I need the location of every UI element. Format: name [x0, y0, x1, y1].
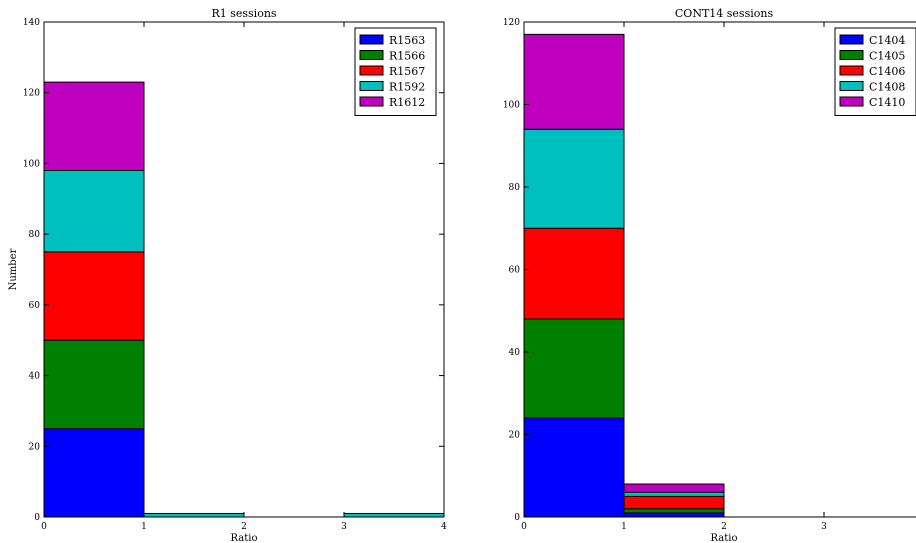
bar-segment: [143, 512, 245, 518]
bar-segment: [43, 339, 145, 430]
y-tick-label: 20: [509, 431, 521, 441]
legend-swatch: [839, 65, 864, 76]
x-tick-label: 4: [441, 522, 447, 532]
y-tick-label: 20: [29, 442, 41, 452]
bar-segment: [523, 128, 625, 229]
legend-label: R1567: [389, 65, 425, 78]
bar-segment: [623, 491, 725, 497]
x-tick-label: 3: [821, 522, 827, 532]
bar-segment: [623, 495, 725, 510]
x-tick-label: 3: [341, 522, 347, 532]
y-axis-label: Number: [8, 248, 19, 290]
legend-swatch: [359, 81, 384, 91]
legend-swatch: [839, 81, 864, 91]
legend-swatch: [359, 50, 384, 60]
x-tick-label: 2: [721, 522, 727, 532]
y-tick-label: 40: [509, 348, 521, 358]
bar-segment: [523, 417, 625, 518]
bar-segment: [43, 81, 145, 171]
x-tick-label: 1: [141, 522, 147, 532]
bar-segment: [43, 170, 145, 253]
x-tick-label: 0: [41, 522, 47, 532]
x-axis-label: Ratio: [711, 533, 738, 543]
legend-label: R1612: [389, 96, 425, 109]
chart-title: R1 sessions: [211, 7, 276, 20]
y-tick-label: 80: [29, 230, 41, 240]
bar-segment: [623, 512, 725, 518]
y-tick-label: 0: [514, 513, 520, 523]
bar-segment: [43, 428, 145, 518]
legend-label: C1406: [869, 65, 905, 78]
y-tick-label: 100: [503, 101, 520, 111]
legend-swatch: [359, 65, 384, 76]
y-tick-label: 0: [34, 513, 40, 523]
legend: C1404 C1405 C1406 C1408 C1410: [834, 27, 916, 116]
legend-swatch: [839, 34, 864, 45]
legend-label: C1405: [869, 50, 905, 63]
y-tick-label: 140: [23, 18, 40, 28]
bar-segment: [523, 227, 625, 320]
x-tick-label: 0: [521, 522, 527, 532]
legend-label: R1566: [389, 50, 425, 63]
bar-segment: [43, 251, 145, 341]
y-tick-label: 100: [23, 159, 40, 169]
legend-swatch: [359, 96, 384, 107]
legend-label: R1563: [389, 34, 425, 47]
x-tick-label: 1: [621, 522, 627, 532]
legend-label: C1408: [869, 81, 905, 94]
legend-label: C1410: [869, 96, 905, 109]
bar-segment: [623, 483, 725, 493]
bar-segment: [523, 33, 625, 130]
legend-swatch: [839, 96, 864, 107]
x-axis-label: Ratio: [231, 533, 258, 543]
legend-swatch: [839, 50, 864, 60]
bar-segment: [343, 512, 445, 518]
y-tick-label: 120: [503, 18, 520, 28]
chart-panel-2: 0 1 2 3 0 20 40 60 80 100 120 CONT14 sessions Ratio C…: [503, 7, 916, 543]
bar-segment: [623, 508, 725, 514]
legend-label: C1404: [869, 34, 905, 47]
legend-label: R1592: [389, 81, 425, 94]
y-tick-label: 60: [509, 266, 521, 276]
y-tick-label: 40: [29, 372, 41, 382]
y-tick-label: 60: [29, 301, 41, 311]
legend-swatch: [359, 34, 384, 45]
bar-segment: [523, 318, 625, 419]
y-tick-label: 120: [23, 89, 40, 99]
legend: R1563 R1566 R1567 R1592 R1612: [354, 27, 437, 116]
chart-title: CONT14 sessions: [675, 7, 774, 20]
x-tick-label: 2: [241, 522, 247, 532]
y-tick-label: 80: [509, 183, 521, 193]
